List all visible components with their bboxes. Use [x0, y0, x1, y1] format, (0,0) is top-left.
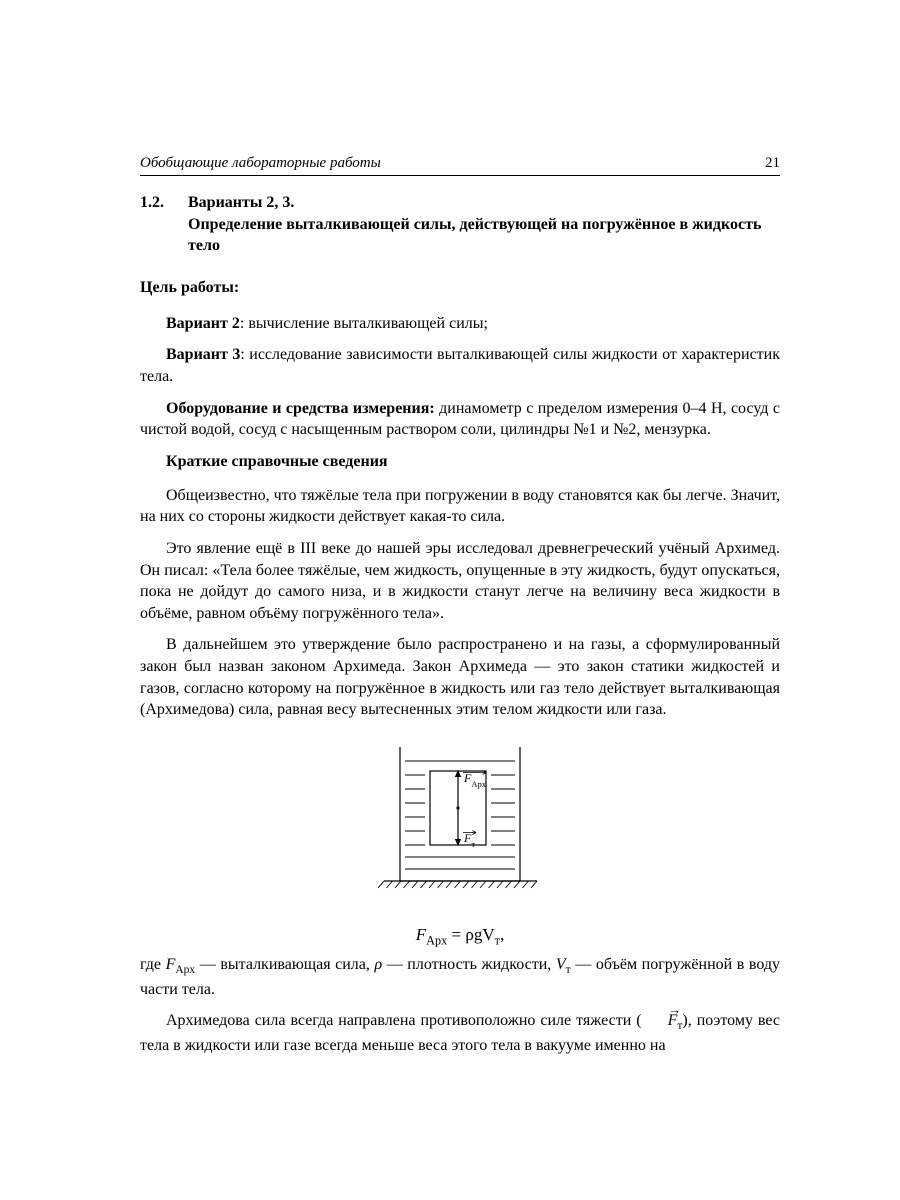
paragraph-4: где FАрх — выталкивающая сила, ρ — плотн… — [140, 954, 780, 1000]
paragraph-3: В дальнейшем это утверждение было распро… — [140, 634, 780, 720]
paragraph-2: Это явление ещё в III веке до нашей эры … — [140, 538, 780, 624]
section-heading: 1.2. Варианты 2, 3. Определение выталкив… — [140, 192, 780, 257]
page-number: 21 — [765, 155, 780, 172]
running-title: Обобщающие лабораторные работы — [140, 155, 381, 172]
paragraph-1: Общеизвестно, что тяжёлые тела при погру… — [140, 485, 780, 528]
archimedes-figure: FАрхFт — [140, 741, 780, 911]
variant-2: Вариант 2: вычисление выталкивающей силы… — [140, 313, 780, 335]
paragraph-5: Архимедова сила всегда направлена против… — [140, 1010, 780, 1056]
page-content: Обобщающие лабораторные работы 21 1.2. В… — [140, 155, 780, 1067]
section-title: Варианты 2, 3. Определение выталкивающей… — [188, 192, 780, 257]
reference-heading: Краткие справочные сведения — [140, 453, 780, 471]
goal-heading: Цель работы: — [140, 279, 780, 297]
figure-svg: FАрхFт — [378, 741, 543, 906]
running-header: Обобщающие лабораторные работы 21 — [140, 155, 780, 176]
section-number: 1.2. — [140, 192, 188, 214]
equipment: Оборудование и средства измерения: динам… — [140, 398, 780, 441]
archimedes-formula: FАрх = ρgVт, — [140, 925, 780, 948]
variant-3: Вариант 3: исследование зависимости выта… — [140, 344, 780, 387]
